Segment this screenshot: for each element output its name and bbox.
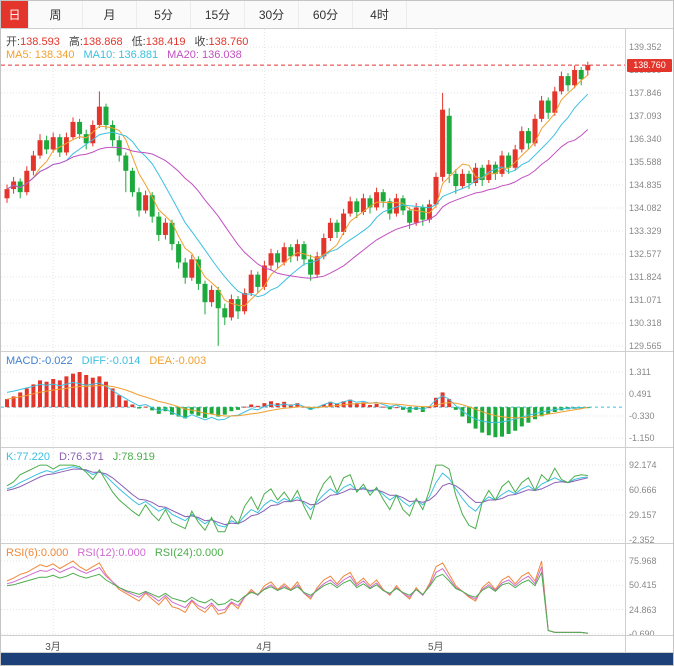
- axis-label: 130.318: [629, 317, 662, 328]
- tab-30分[interactable]: 30分: [245, 1, 299, 28]
- tab-60分[interactable]: 60分: [299, 1, 353, 28]
- macd-axis: 1.311 0.491 -0.330 -1.150: [625, 352, 673, 447]
- rsi-panel: RSI(6):0.000 RSI(12):0.000 RSI(24):0.000 7…: [1, 544, 673, 636]
- axis-label: -2.352: [629, 534, 655, 544]
- kdj-panel: K:77.220 D:76.371 J:78.919 92.174 60.666 29.…: [1, 448, 673, 544]
- kdj-axis: 92.174 60.666 29.157 -2.352: [625, 448, 673, 543]
- macd-plot[interactable]: [1, 352, 625, 448]
- axis-label: 137.093: [629, 111, 662, 121]
- kdj-plot[interactable]: [1, 448, 625, 544]
- legend-item: RSI(12):0.000: [77, 547, 146, 559]
- axis-label: -1.150: [629, 432, 655, 443]
- main-chart-panel: 开:138.593 高:138.868 低:138.419 收:138.760 MA5…: [1, 29, 673, 352]
- axis-label: 134.082: [629, 202, 662, 213]
- rsi-legend: RSI(6):0.000 RSI(12):0.000 RSI(24):0.000: [6, 547, 232, 559]
- tab-周[interactable]: 周: [29, 1, 83, 28]
- axis-label: 131.824: [629, 271, 662, 282]
- axis-label: 29.157: [629, 509, 657, 520]
- month-label: 3月: [45, 642, 61, 653]
- legend-item: MA20: 136.038: [167, 49, 242, 61]
- legend-item: MA5: 138.340: [6, 49, 75, 61]
- axis-label: 136.340: [629, 134, 662, 145]
- ohlc-legend: 开:138.593 高:138.868 低:138.419 收:138.760: [6, 33, 257, 49]
- legend-item: DEA:-0.003: [149, 355, 207, 367]
- tab-4时[interactable]: 4时: [353, 1, 407, 28]
- month-label: 5月: [428, 642, 444, 653]
- legend-item: RSI(24):0.000: [154, 547, 224, 559]
- axis-label: 133.329: [629, 226, 662, 236]
- month-label: 4月: [256, 642, 272, 653]
- macd-panel: MACD:-0.022 DIFF:-0.014 DEA:-0.003 1.311 0.…: [1, 352, 673, 448]
- current-price-badge: 138.760: [627, 58, 672, 72]
- tab-月[interactable]: 月: [83, 1, 137, 28]
- timeframe-toolbar: 日周月 5分 15分 30分 60分 4时: [1, 1, 673, 29]
- time-axis: 3月 4月 5月: [1, 636, 673, 653]
- tab-5分[interactable]: 5分: [137, 1, 191, 28]
- axis-label: 50.415: [629, 580, 657, 591]
- legend-item: DIFF:-0.014: [81, 355, 141, 367]
- axis-label: 137.846: [629, 88, 662, 98]
- legend-item: 开:138.593: [6, 36, 60, 48]
- ma-legend: MA5: 138.340 MA10: 136.881 MA20: 136.038: [6, 49, 251, 61]
- axis-label: 139.352: [629, 42, 662, 52]
- axis-label: 1.311: [629, 367, 651, 378]
- rsi-axis: 75.968 50.415 24.863 -0.690: [625, 544, 673, 635]
- candlestick-plot[interactable]: [1, 29, 625, 352]
- axis-label: -0.330: [629, 411, 655, 421]
- tab-日[interactable]: 日: [1, 1, 29, 28]
- axis-label: 0.491: [629, 389, 652, 399]
- price-axis: 138.760 139.352138.599137.846137.093136.…: [625, 29, 673, 351]
- axis-label: 135.588: [629, 156, 662, 167]
- axis-label: 92.174: [629, 460, 657, 470]
- legend-item: 收:138.760: [194, 36, 249, 48]
- axis-label: 60.666: [629, 484, 657, 495]
- legend-item: MACD:-0.022: [6, 355, 73, 367]
- axis-label: 24.863: [629, 604, 657, 615]
- axis-label: -0.690: [629, 629, 655, 636]
- legend-item: J:78.919: [112, 451, 155, 463]
- kdj-legend: K:77.220 D:76.371 J:78.919: [6, 451, 164, 463]
- axis-label: 131.071: [629, 294, 662, 305]
- legend-item: K:77.220: [6, 451, 51, 463]
- legend-item: RSI(6):0.000: [6, 547, 69, 559]
- axis-label: 132.577: [629, 248, 662, 259]
- legend-item: 高:138.868: [68, 36, 123, 48]
- axis-label: 75.968: [629, 556, 657, 566]
- legend-item: 低:138.419: [131, 36, 186, 48]
- bottom-scrollbar[interactable]: [1, 653, 673, 665]
- legend-item: MA10: 136.881: [83, 49, 159, 61]
- legend-item: D:76.371: [59, 451, 104, 463]
- time-axis-corner: [625, 636, 673, 652]
- axis-label: 129.565: [629, 340, 662, 351]
- axis-label: 134.835: [629, 179, 662, 190]
- tab-15分[interactable]: 15分: [191, 1, 245, 28]
- rsi-plot[interactable]: [1, 544, 625, 636]
- macd-legend: MACD:-0.022 DIFF:-0.014 DEA:-0.003: [6, 355, 215, 367]
